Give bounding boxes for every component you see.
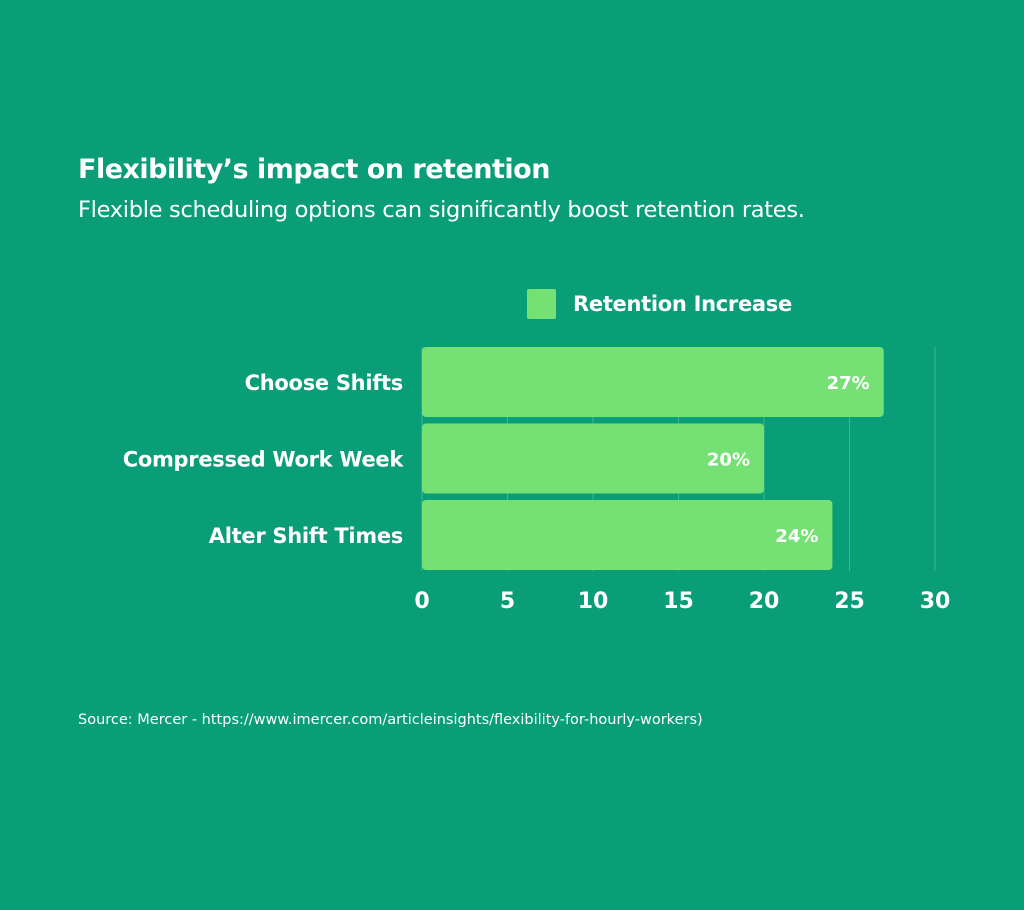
x-tick-label: 15 bbox=[663, 589, 694, 614]
data-label: 27% bbox=[827, 373, 870, 394]
x-tick-label: 10 bbox=[578, 589, 609, 614]
legend-label: Retention Increase bbox=[573, 292, 792, 316]
bar bbox=[422, 423, 764, 494]
category-label: Alter Shift Times bbox=[209, 524, 403, 548]
chart-title: Flexibility’s impact on retention bbox=[78, 154, 550, 185]
x-tick-label: 0 bbox=[414, 589, 429, 614]
legend: Retention Increase bbox=[527, 289, 792, 319]
x-tick-label: 25 bbox=[834, 589, 865, 614]
x-tick-label: 30 bbox=[920, 589, 951, 614]
bar bbox=[422, 500, 833, 570]
chart-subtitle: Flexible scheduling options can signific… bbox=[78, 197, 805, 223]
category-label: Choose Shifts bbox=[245, 371, 403, 395]
x-tick-label: 5 bbox=[500, 589, 515, 614]
x-tick-label: 20 bbox=[749, 589, 780, 614]
legend-swatch bbox=[527, 289, 556, 319]
category-label: Compressed Work Week bbox=[123, 448, 405, 472]
data-label: 24% bbox=[775, 526, 818, 547]
bar bbox=[422, 347, 884, 417]
data-label: 20% bbox=[707, 450, 750, 471]
source-note: Source: Mercer - https://www.imercer.com… bbox=[78, 712, 703, 728]
